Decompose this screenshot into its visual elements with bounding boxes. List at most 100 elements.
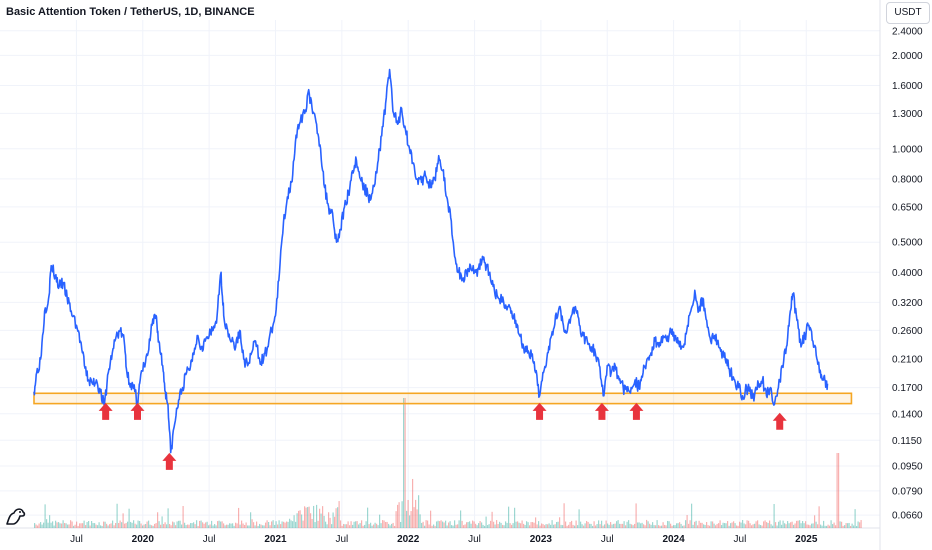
price-series-line bbox=[33, 68, 829, 454]
volume-bar bbox=[394, 525, 396, 528]
volume-bar bbox=[94, 523, 96, 528]
volume-bar bbox=[848, 522, 850, 528]
volume-bar bbox=[556, 522, 558, 528]
volume-bar bbox=[785, 524, 787, 528]
y-tick-label: 0.0950 bbox=[892, 462, 923, 473]
volume-bar bbox=[451, 525, 453, 528]
volume-bar bbox=[859, 522, 861, 528]
volume-bar bbox=[634, 523, 636, 528]
volume-bar bbox=[646, 519, 648, 528]
arrows bbox=[98, 402, 787, 470]
volume-bar bbox=[271, 521, 273, 528]
volume-bar bbox=[691, 503, 693, 528]
up-arrow-icon bbox=[629, 402, 644, 420]
volume-bar bbox=[797, 520, 799, 528]
volume-bar bbox=[851, 523, 853, 528]
volume-bar bbox=[586, 520, 588, 528]
volume-bar bbox=[617, 520, 619, 528]
volume-bar bbox=[641, 522, 643, 528]
y-tick-label: 0.8000 bbox=[892, 174, 923, 185]
volume-bar bbox=[475, 523, 477, 528]
volume-bar bbox=[596, 524, 598, 528]
volume-bar bbox=[260, 524, 262, 528]
volume-bar bbox=[520, 523, 522, 528]
volume-bar bbox=[287, 521, 289, 528]
volume-bar bbox=[187, 524, 189, 528]
volume-bar bbox=[68, 524, 70, 528]
volume-bar bbox=[140, 523, 142, 528]
volume-bar bbox=[631, 524, 633, 528]
volume-bar bbox=[655, 525, 657, 528]
volume-bar bbox=[332, 512, 334, 528]
volume-bar bbox=[565, 521, 567, 528]
volume-bar bbox=[164, 522, 166, 528]
volume-bar bbox=[130, 521, 132, 528]
volume-bar bbox=[787, 521, 789, 528]
volume-bar bbox=[512, 523, 514, 528]
volume-bar bbox=[283, 521, 285, 528]
volume-bar bbox=[709, 525, 711, 528]
volume-bar bbox=[103, 521, 105, 528]
volume-bar bbox=[139, 521, 141, 528]
volume-bar bbox=[74, 524, 76, 528]
volume-bar bbox=[608, 524, 610, 528]
volume-bar bbox=[775, 522, 777, 528]
volume-bar bbox=[535, 517, 537, 528]
volume-bar bbox=[181, 524, 183, 528]
volume-bar bbox=[242, 523, 244, 528]
volume-bar bbox=[395, 511, 397, 528]
volume-bar bbox=[335, 508, 337, 528]
volume-bar bbox=[442, 521, 444, 528]
volume-bar bbox=[721, 525, 723, 528]
volume-bars bbox=[34, 398, 862, 528]
volume-bar bbox=[343, 523, 345, 528]
volume-bar bbox=[754, 523, 756, 528]
y-tick-label: 0.2100 bbox=[892, 355, 923, 366]
volume-bar bbox=[601, 520, 603, 528]
volume-bar bbox=[106, 523, 108, 528]
volume-bar bbox=[163, 524, 165, 528]
volume-bar bbox=[698, 520, 700, 528]
volume-bar bbox=[352, 524, 354, 528]
volume-bar bbox=[781, 524, 783, 528]
volume-bar bbox=[674, 525, 676, 528]
volume-bar bbox=[431, 525, 433, 528]
volume-bar bbox=[604, 524, 606, 528]
volume-bar bbox=[131, 522, 133, 528]
volume-bar bbox=[379, 514, 381, 528]
volume-bar bbox=[239, 524, 241, 528]
volume-bar bbox=[244, 524, 246, 528]
volume-bar bbox=[61, 523, 63, 528]
volume-bar bbox=[247, 525, 249, 528]
volume-bar bbox=[517, 521, 519, 528]
volume-bar bbox=[434, 525, 436, 528]
volume-bar bbox=[148, 520, 150, 528]
volume-bar bbox=[521, 520, 523, 528]
volume-bar bbox=[67, 524, 69, 528]
volume-bar bbox=[266, 520, 268, 528]
volume-bar bbox=[212, 525, 214, 528]
volume-bar bbox=[733, 521, 735, 528]
volume-bar bbox=[694, 521, 696, 528]
volume-bar bbox=[497, 524, 499, 528]
volume-bar bbox=[757, 520, 759, 528]
volume-bar bbox=[238, 507, 240, 528]
volume-bar bbox=[661, 525, 663, 528]
volume-bar bbox=[308, 506, 310, 528]
volume-bar bbox=[236, 523, 238, 528]
volume-bar bbox=[409, 515, 411, 528]
tradingview-logo-icon[interactable] bbox=[4, 504, 28, 528]
volume-bar bbox=[599, 524, 601, 528]
volume-bar bbox=[605, 520, 607, 528]
currency-button[interactable]: USDT bbox=[886, 2, 930, 24]
volume-bar bbox=[361, 520, 363, 528]
volume-bar bbox=[767, 522, 769, 528]
volume-bar bbox=[817, 524, 819, 528]
up-arrow-icon bbox=[98, 402, 113, 420]
volume-bar bbox=[383, 520, 385, 528]
volume-bar bbox=[310, 513, 312, 528]
volume-bar bbox=[127, 521, 129, 528]
volume-bar bbox=[88, 521, 90, 528]
volume-bar bbox=[326, 524, 328, 528]
